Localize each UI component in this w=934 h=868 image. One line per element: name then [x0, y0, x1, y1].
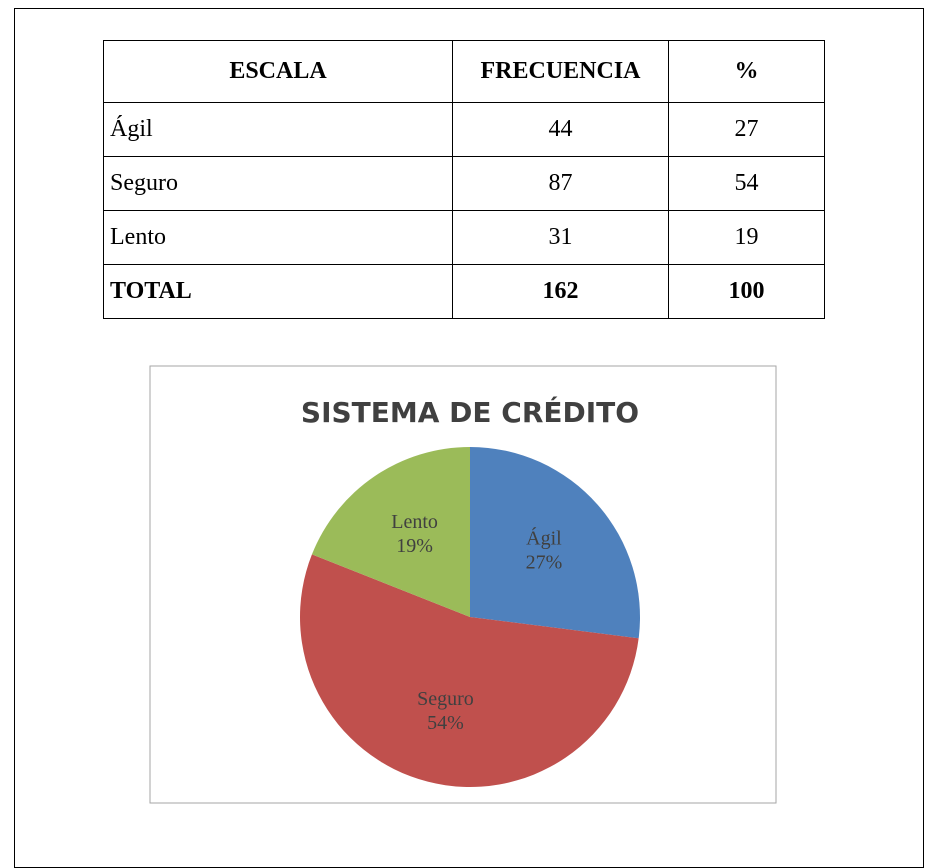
slice-label: Ágil [526, 526, 562, 549]
pie-slice [470, 447, 640, 639]
slice-label: Seguro [417, 688, 474, 710]
table-cell: 162 [452, 264, 669, 319]
slice-value-label: 27% [526, 551, 563, 573]
header-row: ESCALA FRECUENCIA % [103, 40, 825, 103]
table-row: Seguro 87 54 [103, 156, 825, 211]
table-cell: 44 [452, 102, 669, 157]
pie-slice [300, 554, 639, 787]
chart-title: SISTEMA DE CRÉDITO [301, 395, 639, 429]
slice-value-label: 19% [396, 535, 433, 557]
table-body: Ágil 44 27 Seguro 87 54 Lento 31 19 TOTAL 162 100 [103, 102, 825, 319]
table-cell: 100 [668, 264, 825, 319]
table-cell: Ágil [103, 102, 453, 157]
pie-slice [311, 447, 470, 617]
slice-value-label: 54% [427, 712, 464, 734]
header-cell: FRECUENCIA [452, 40, 669, 103]
table-cell: Seguro [103, 156, 453, 211]
header-cell: % [668, 40, 825, 103]
table-row: Lento 31 19 [103, 210, 825, 265]
table-row: TOTAL 162 100 [103, 264, 825, 319]
table-cell: 31 [452, 210, 669, 265]
table-cell: 54 [668, 156, 825, 211]
table-cell: 19 [668, 210, 825, 265]
data-table: ESCALA FRECUENCIA % Ágil 44 27 Seguro 87 54 Le… [103, 40, 825, 319]
table-cell: TOTAL [103, 264, 453, 319]
slice-label: Lento [391, 511, 438, 533]
